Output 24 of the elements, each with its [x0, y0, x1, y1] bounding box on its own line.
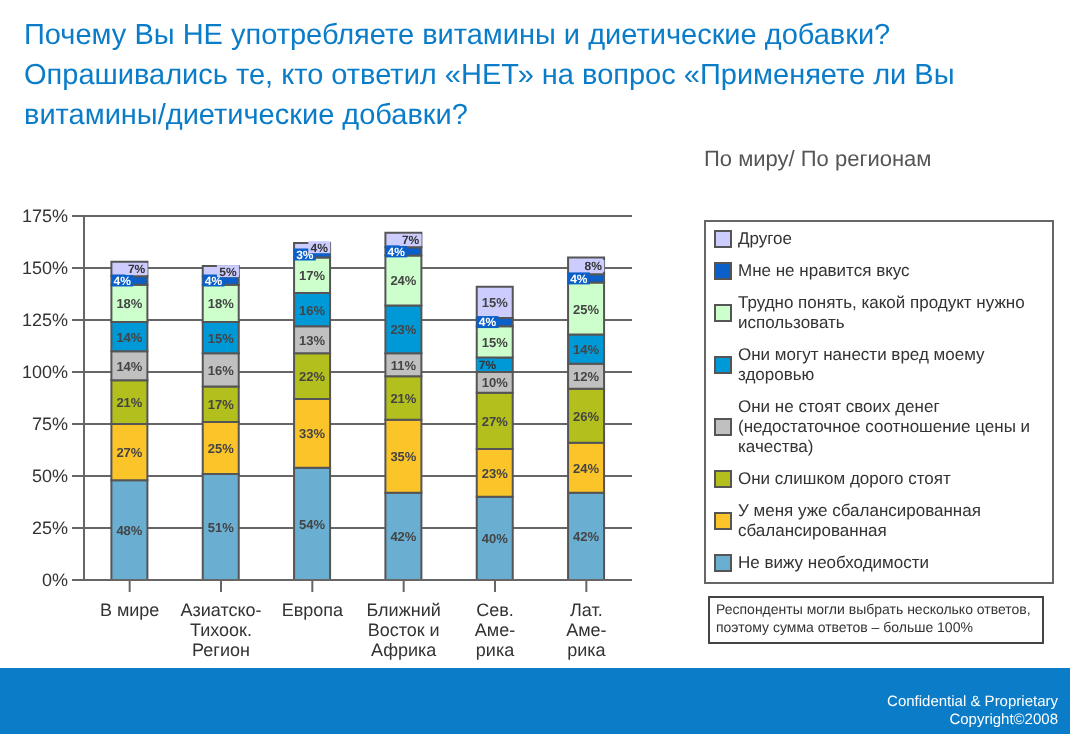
- x-tick-label: Европа: [281, 600, 344, 620]
- x-tick-label: В мире: [99, 600, 160, 620]
- legend-label: У меня уже сбалансированная сбалансированная: [738, 500, 983, 540]
- legend-label: Они могут нанести вред моему здоровью: [738, 344, 987, 384]
- legend-label: Они слишком дорого стоят: [738, 468, 951, 488]
- legend-label: Не вижу необходимости: [738, 552, 929, 572]
- y-tick-label: 50%: [31, 466, 68, 487]
- chart-title: Почему Вы НЕ употребляете витамины и диетические добавки? Опрашивались те, кто ответил «НЕТ» на вопрос «Применяете ли Вы витамины/диетические добавки?: [24, 18, 957, 136]
- y-tick-label: 75%: [31, 414, 68, 435]
- legend-label: Они не стоят своих денег (недостаточное соотношение цены и качества): [738, 396, 1033, 456]
- x-tick-label: Лат. Аме- рика: [566, 600, 607, 660]
- x-tick-label: Сев. Аме- рика: [474, 600, 516, 660]
- y-tick-label: 25%: [31, 518, 68, 539]
- y-tick-label: 100%: [21, 362, 68, 383]
- y-tick-label: 125%: [21, 310, 68, 331]
- legend-label: Мне не нравится вкус: [738, 260, 910, 280]
- y-tick-label: 175%: [21, 206, 68, 227]
- y-tick-label: 0%: [41, 570, 68, 591]
- legend-title: По миру/ По регионам: [704, 148, 932, 172]
- legend-label: Трудно понять, какой продукт нужно использовать: [738, 292, 1027, 332]
- y-tick-label: 150%: [21, 258, 68, 279]
- x-tick-label: Азиатско- Тихоок. Регион: [180, 600, 262, 660]
- x-tick-label: Ближний Восток и Африка: [366, 600, 441, 660]
- legend-label: Другое: [738, 228, 793, 248]
